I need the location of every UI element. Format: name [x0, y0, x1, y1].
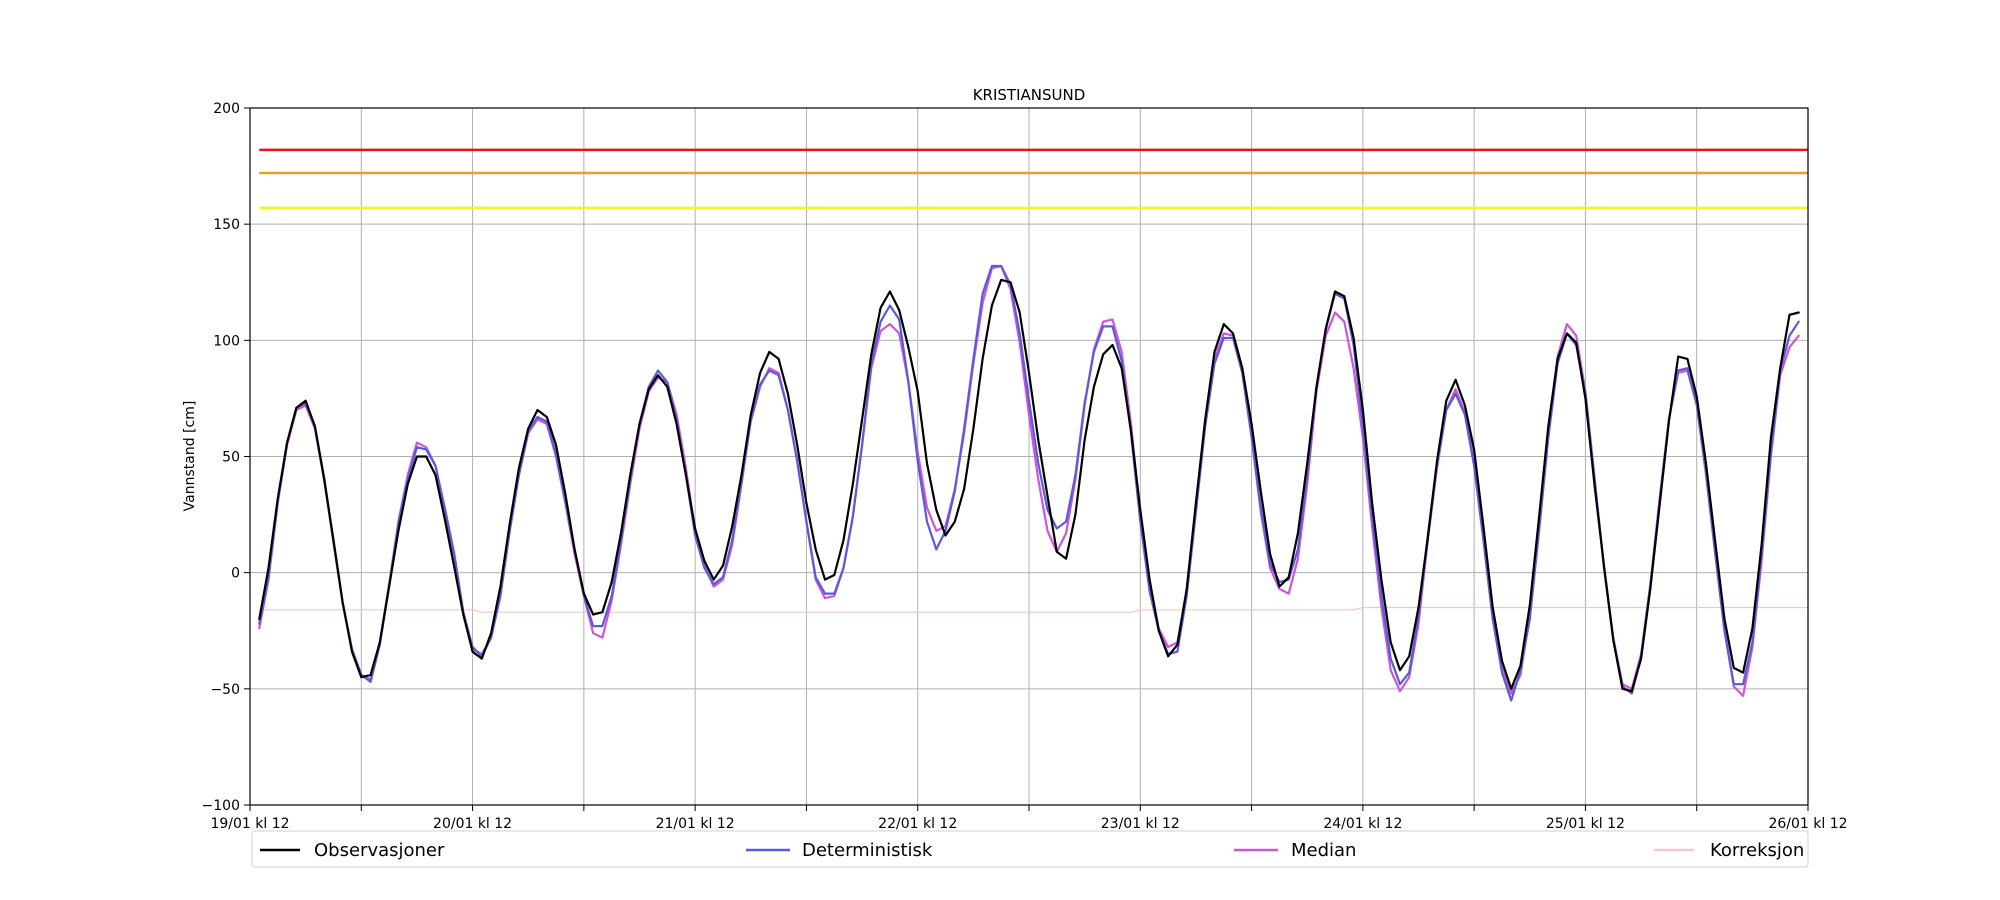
y-axis-ticks: −100 −50 0 50 100 150 200	[202, 101, 250, 814]
legend-label: Korreksjon	[1710, 840, 1804, 861]
x-tick-label: 26/01 kl 12	[1768, 816, 1847, 832]
legend-label: Deterministisk	[802, 840, 933, 861]
legend-label: Observasjoner	[314, 840, 445, 861]
x-tick-label: 23/01 kl 12	[1101, 816, 1180, 832]
chart-title: KRISTIANSUND	[973, 86, 1086, 104]
y-tick-label: −100	[202, 798, 240, 814]
grid-lines	[249, 107, 1809, 806]
y-tick-label: 100	[213, 333, 240, 349]
y-tick-label: −50	[210, 682, 240, 698]
y-tick-label: 150	[213, 217, 240, 233]
y-tick-label: 0	[231, 566, 240, 582]
x-tick-label: 20/01 kl 12	[433, 816, 512, 832]
x-tick-label: 22/01 kl 12	[878, 816, 957, 832]
x-tick-label: 21/01 kl 12	[656, 816, 735, 832]
legend: Observasjoner Deterministisk Median Korreks…	[251, 830, 1809, 868]
y-tick-label: 50	[222, 450, 240, 466]
x-axis-ticks: 19/01 kl 12 20/01 kl 12 21/01 kl 12 22/01 k…	[210, 805, 1848, 832]
y-axis-label: Vannstand [cm]	[182, 401, 198, 512]
x-tick-label: 24/01 kl 12	[1323, 816, 1402, 832]
legend-label: Median	[1291, 840, 1356, 861]
legend-frame	[251, 830, 1809, 868]
x-tick-label: 19/01 kl 12	[210, 816, 289, 832]
y-tick-label: 200	[213, 101, 240, 117]
series-line-deterministisk	[258, 264, 1800, 702]
threshold-lines	[259, 148, 1808, 210]
series-line-korreksjon	[258, 606, 1809, 613]
series-line-observasjoner	[258, 278, 1800, 693]
data-series	[258, 264, 1809, 702]
x-tick-label: 25/01 kl 12	[1546, 816, 1625, 832]
